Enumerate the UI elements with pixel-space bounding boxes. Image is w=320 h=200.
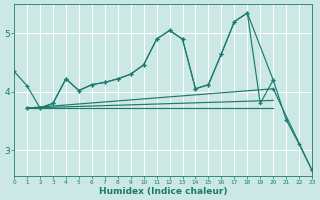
X-axis label: Humidex (Indice chaleur): Humidex (Indice chaleur) [99, 187, 227, 196]
